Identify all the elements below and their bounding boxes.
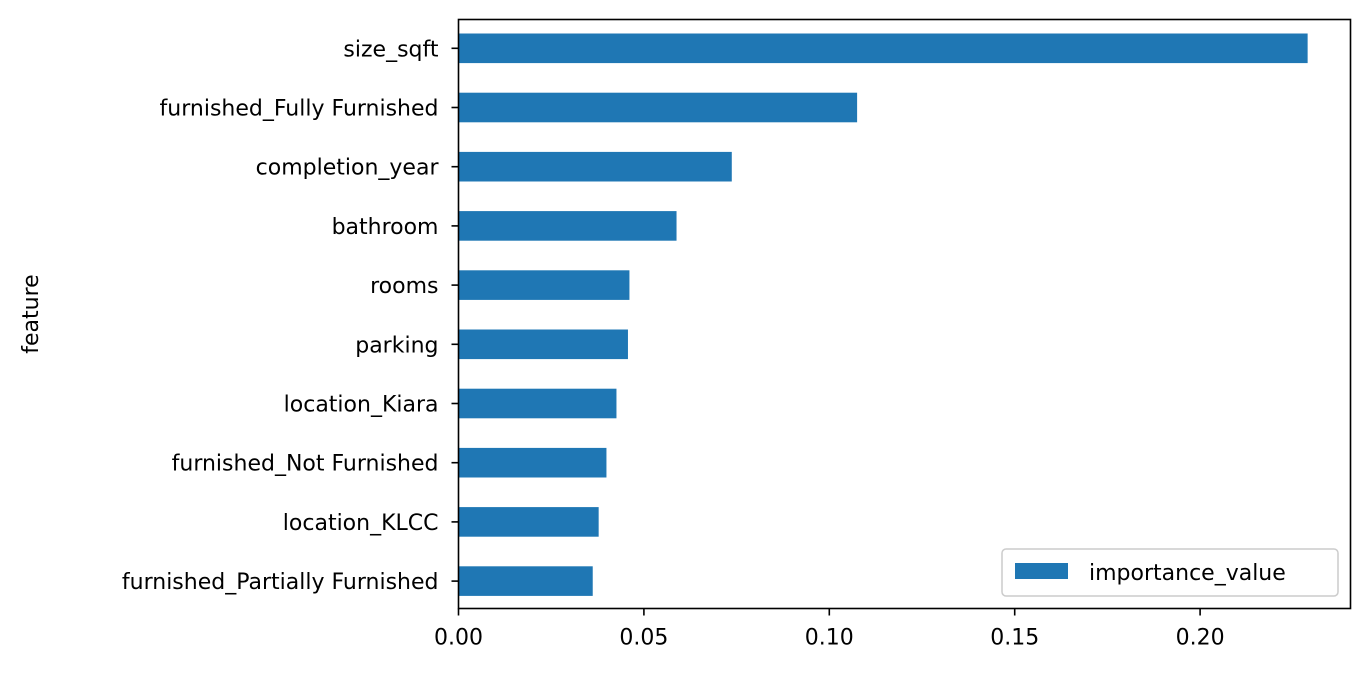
y-tick-label: size_sqft — [343, 37, 438, 62]
x-tick-label: 0.20 — [1176, 626, 1225, 651]
y-tick-label: bathroom — [332, 215, 439, 240]
bar — [458, 33, 1308, 64]
bar — [458, 388, 617, 419]
y-axis-ticks: size_sqft furnished_Fully Furnished comple… — [122, 37, 459, 595]
bar — [458, 92, 858, 123]
bar — [458, 151, 732, 182]
y-tick-label: rooms — [370, 274, 438, 299]
y-tick-label: parking — [355, 333, 438, 358]
y-tick-label: location_KLCC — [283, 511, 439, 536]
legend-swatch — [1015, 563, 1068, 579]
legend-box — [1001, 548, 1339, 597]
x-tick-label: 0.15 — [990, 626, 1039, 651]
bar — [458, 270, 630, 300]
bar — [458, 507, 599, 537]
legend: importance_value — [1001, 548, 1339, 597]
y-tick-label: location_Kiara — [284, 393, 439, 418]
bar-group — [458, 33, 1308, 596]
x-tick-label: 0.00 — [434, 626, 483, 651]
bar — [458, 329, 628, 360]
x-axis-ticks: 0.00 0.05 0.10 0.15 0.20 — [434, 608, 1225, 651]
x-tick-label: 0.05 — [619, 626, 668, 651]
x-tick-label: 0.10 — [805, 626, 854, 651]
bar — [458, 447, 607, 478]
y-axis-label: feature — [19, 274, 44, 353]
bar — [458, 211, 677, 241]
bar — [458, 566, 593, 596]
plot-frame — [457, 18, 1352, 610]
y-tick-label: furnished_Partially Furnished — [122, 570, 439, 595]
y-tick-label: completion_year — [256, 156, 440, 181]
y-tick-label: furnished_Not Furnished — [172, 452, 439, 477]
y-tick-label: furnished_Fully Furnished — [160, 97, 439, 122]
legend-label: importance_value — [1089, 561, 1286, 586]
